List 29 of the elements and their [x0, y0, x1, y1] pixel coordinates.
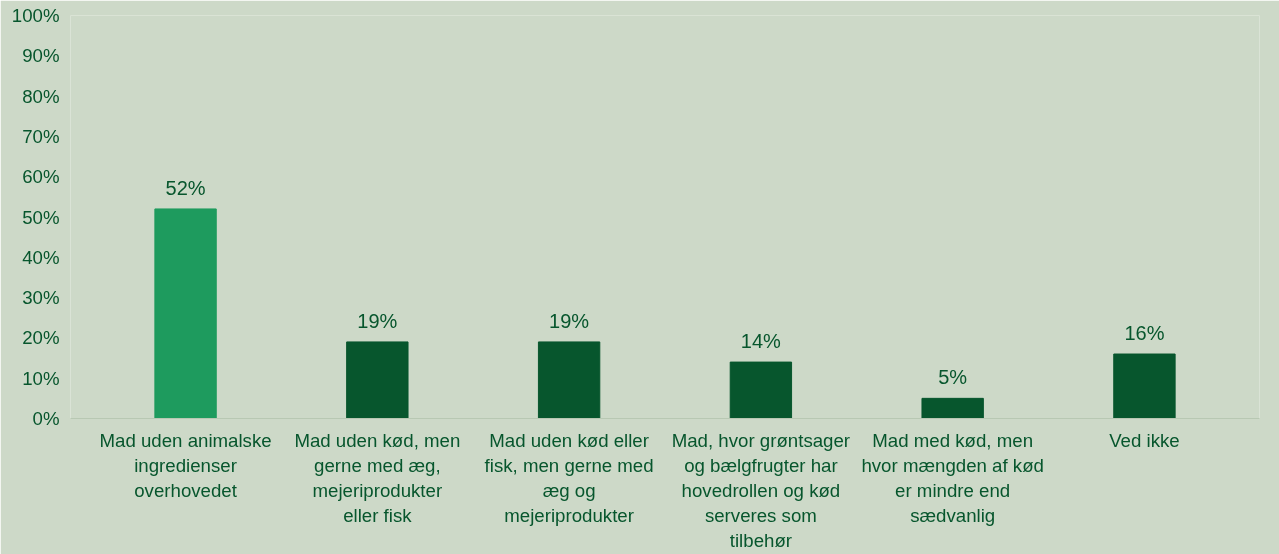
bar: [729, 361, 793, 419]
x-tick-label: Mad uden kød eller fisk, men gerne med æg og mejeriprodukter: [484, 429, 654, 527]
bar: [346, 341, 409, 419]
bar: [154, 208, 217, 419]
y-tick-label: 30%: [22, 287, 60, 309]
bar: [1113, 353, 1176, 419]
y-tick-label: 70%: [22, 125, 60, 147]
bar: [921, 397, 984, 419]
data-label: 14%: [740, 330, 782, 353]
bar: [537, 341, 601, 419]
x-tick-label: Mad, hvor grøntsager og bælgfrugter har hovedrollen og kød serveres som tilbehør: [671, 429, 851, 552]
y-tick-label: 100%: [11, 5, 60, 26]
data-label: 19%: [357, 309, 398, 332]
x-tick-label: Mad uden animalske ingredienser overhovedet: [99, 429, 272, 501]
data-label: 19%: [549, 309, 590, 332]
x-tick-label: Ved ikke: [1109, 429, 1180, 451]
y-tick-label: 40%: [22, 246, 60, 268]
y-tick-label: 80%: [22, 85, 60, 107]
x-tick-label: Mad uden kød, men gerne med æg, mejeriprodukter eller fisk: [294, 429, 461, 527]
y-tick-label: 60%: [22, 166, 60, 188]
x-tick-label: Mad med kød, men hvor mængden af kød er mindre end sædvanlig: [861, 429, 1044, 527]
y-tick-label: 20%: [22, 327, 60, 349]
data-label: 16%: [1124, 322, 1165, 345]
y-tick-label: 10%: [22, 367, 60, 389]
y-tick-label: 50%: [22, 206, 60, 228]
y-tick-label: 0%: [32, 408, 60, 429]
data-label: 52%: [165, 176, 206, 199]
data-label: 5%: [938, 366, 968, 389]
y-tick-label: 90%: [22, 45, 60, 67]
